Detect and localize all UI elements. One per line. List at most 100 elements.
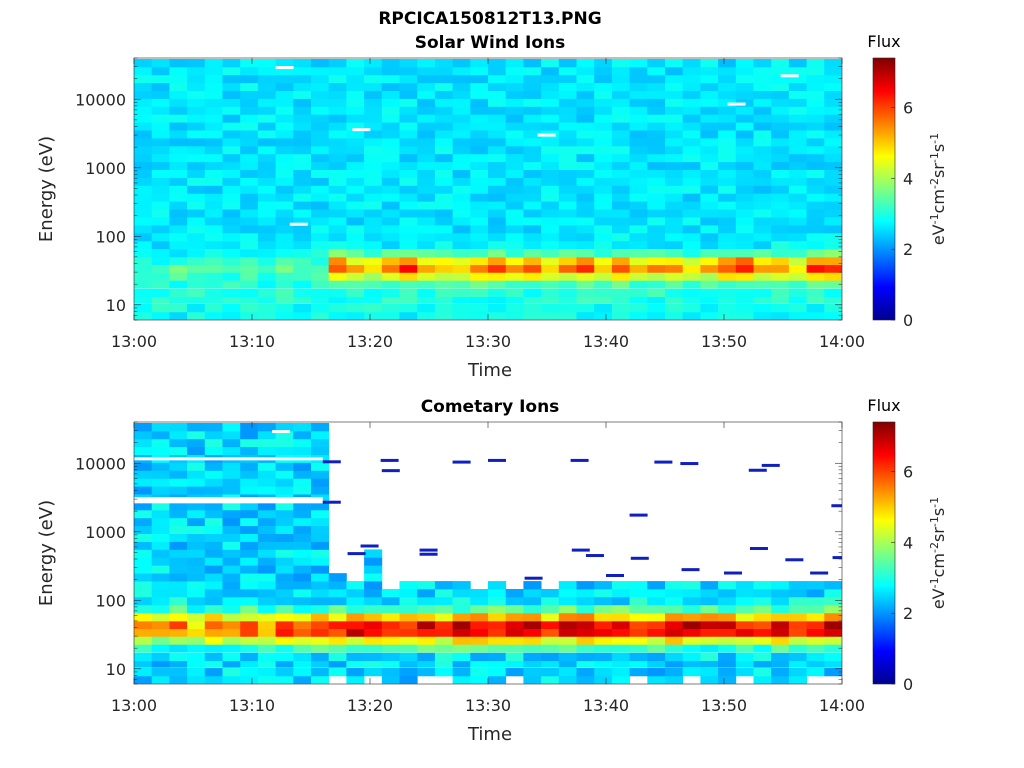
sparse-flux-line [419, 552, 438, 556]
spectrogram-cell [541, 90, 560, 99]
spectrogram-cell [328, 311, 347, 320]
cometary-colorbar-title: Flux [867, 396, 900, 415]
spectrogram-cell [488, 130, 507, 139]
spectrogram-cell [364, 667, 383, 677]
spectrogram-cell [293, 423, 312, 432]
spectrogram-cell [541, 201, 560, 210]
spectrogram-cell [682, 596, 701, 606]
spectrogram-cell [364, 224, 383, 234]
spectrogram-cell [735, 169, 754, 178]
spectrogram-cell [240, 249, 259, 258]
spectrogram-cell [541, 224, 560, 234]
spectrogram-cell [134, 74, 153, 84]
spectrogram-cell [452, 138, 471, 147]
spectrogram-cell [452, 613, 471, 622]
x-tick-label: 13:30 [465, 332, 511, 351]
spectrogram-cell [541, 644, 560, 653]
spectrogram-cell [735, 659, 754, 668]
y-tick-label: 1000 [85, 159, 126, 178]
spectrogram-cell [151, 249, 170, 258]
spectrogram-cell [576, 295, 595, 304]
spectrogram-cell [187, 620, 206, 630]
spectrogram-cell [771, 209, 790, 218]
spectrogram-cell [151, 303, 170, 313]
spectrogram-cell [541, 145, 560, 155]
spectrogram-cell [257, 652, 276, 662]
spectrogram-cell [204, 106, 223, 115]
spectrogram-cell [222, 177, 241, 186]
spectrogram-cell [204, 90, 223, 99]
spectrogram-cell [311, 613, 330, 622]
spectrogram-cell [523, 169, 542, 178]
spectrogram-cell [682, 652, 701, 662]
spectrogram-cell [364, 114, 383, 123]
spectrogram-cell [275, 288, 294, 298]
spectrogram-cell [788, 153, 807, 163]
spectrogram-cell [824, 185, 842, 194]
spectrogram-cell [629, 249, 648, 258]
spectrogram-cell [434, 628, 453, 637]
spectrogram-cell [753, 256, 772, 266]
spectrogram-cell [665, 264, 684, 273]
spectrogram-cell [576, 613, 595, 622]
x-tick-label: 13:00 [111, 696, 157, 715]
spectrogram-cell [257, 224, 276, 234]
spectrogram-cell [753, 169, 772, 178]
spectrogram-cell [381, 596, 400, 606]
spectrogram-cell [311, 161, 330, 170]
spectrogram-cell [718, 256, 737, 266]
spectrogram-cell [151, 185, 170, 194]
spectrogram-cell [824, 652, 842, 662]
spectrogram-cell [134, 193, 153, 202]
spectrogram-cell [452, 130, 471, 139]
spectrogram-cell [806, 177, 825, 186]
spectrogram-cell [771, 82, 790, 91]
spectrogram-cell [240, 446, 259, 455]
spectrogram-cell [257, 185, 276, 194]
spectrogram-cell [700, 620, 719, 630]
y-tick-label: 10000 [75, 90, 126, 109]
spectrogram-cell [611, 169, 630, 178]
spectrogram-cell [328, 161, 347, 170]
spectrogram-cell [187, 438, 206, 448]
spectrogram-cell [151, 280, 170, 289]
spectrogram-cell [222, 549, 241, 558]
spectrogram-cell [452, 667, 471, 677]
spectrogram-cell [665, 659, 684, 668]
spectrogram-cell [470, 82, 489, 91]
spectrogram-cell [682, 644, 701, 653]
spectrogram-cell [594, 82, 613, 91]
spectrogram-cell [505, 169, 524, 178]
spectrogram-cell [257, 272, 276, 281]
spectrogram-cell [293, 478, 312, 487]
spectrogram-cell [452, 311, 471, 320]
spectrogram-cell [541, 114, 560, 123]
spectrogram-cell [771, 588, 790, 598]
spectrogram-cell [364, 264, 383, 273]
spectrogram-cell [488, 209, 507, 218]
spectrogram-cell [523, 114, 542, 123]
spectrogram-cell [169, 533, 188, 542]
spectrogram-cell [558, 114, 577, 123]
spectrogram-cell [417, 644, 436, 653]
spectrogram-cell [187, 295, 206, 304]
spectrogram-cell [293, 303, 312, 313]
spectrogram-cell [187, 423, 206, 432]
spectrogram-cell [222, 311, 241, 320]
spectrogram-cell [187, 557, 206, 566]
spectrogram-cell [771, 169, 790, 178]
spectrogram-cell [488, 256, 507, 266]
spectrogram-cell [771, 613, 790, 622]
spectrogram-cell [505, 130, 524, 139]
spectrogram-cell [311, 66, 330, 76]
spectrogram-cell [240, 138, 259, 147]
spectrogram-cell [788, 613, 807, 622]
spectrogram-cell [470, 90, 489, 99]
spectrogram-cell [718, 153, 737, 163]
spectrogram-cell [134, 604, 153, 614]
spectrogram-cell [541, 667, 560, 677]
spectrogram-cell [275, 478, 294, 487]
spectrogram-cell [505, 82, 524, 91]
spectrogram-cell [134, 549, 153, 558]
